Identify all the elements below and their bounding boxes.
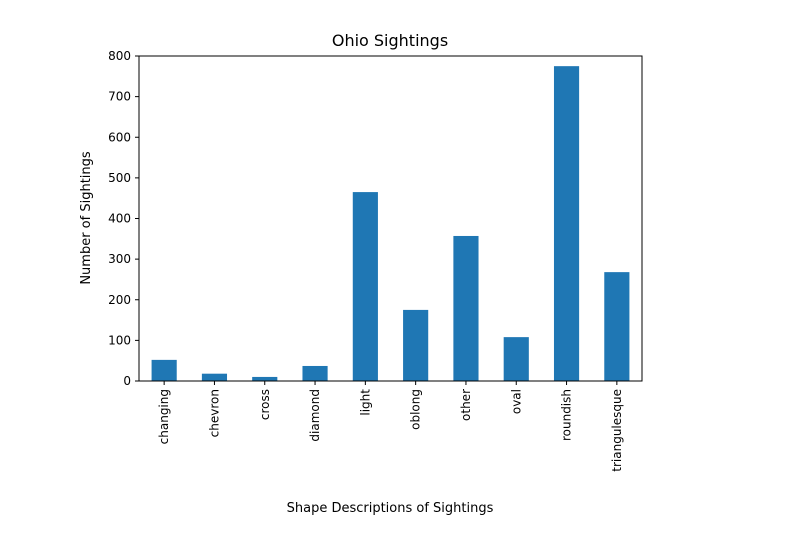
bar-light <box>352 192 378 381</box>
x-tick-label-oval: oval <box>509 389 523 414</box>
x-tick-label-diamond: diamond <box>308 389 322 442</box>
bar-triangulesque <box>604 272 630 382</box>
x-tick-label-changing: changing <box>157 389 171 444</box>
y-tick-label: 400 <box>108 212 131 226</box>
bar-changing <box>151 359 177 382</box>
x-tick-label-other: other <box>459 389 473 421</box>
y-tick-label: 300 <box>108 252 131 266</box>
x-axis-label: Shape Descriptions of Sightings <box>287 501 494 516</box>
y-tick-label: 200 <box>108 293 131 307</box>
y-tick-label: 500 <box>108 171 131 185</box>
x-tick-label-roundish: roundish <box>560 389 574 441</box>
x-axis-ticks: changing chevron cross diamond light oblong ot… <box>157 381 624 472</box>
bar-other <box>453 235 479 381</box>
y-tick-label: 800 <box>108 49 131 63</box>
y-tick-label: 100 <box>108 333 131 347</box>
x-tick-label-chevron: chevron <box>207 389 221 437</box>
bars-layer <box>151 66 630 382</box>
bar-roundish <box>553 66 580 381</box>
chart-title: Ohio Sightings <box>332 31 448 50</box>
bar-chevron <box>201 373 228 381</box>
bar-cross <box>252 376 278 381</box>
x-tick-label-light: light <box>358 389 372 416</box>
y-axis-label: Number of Sightings <box>79 151 94 285</box>
y-tick-label: 600 <box>108 130 131 144</box>
bar-diamond <box>302 365 328 381</box>
x-tick-label-oblong: oblong <box>409 389 423 430</box>
x-tick-label-triangulesque: triangulesque <box>610 389 624 472</box>
x-tick-label-cross: cross <box>258 389 272 420</box>
y-tick-label: 0 <box>123 374 131 388</box>
y-axis-ticks: 0 100 200 300 400 500 600 700 800 <box>108 49 139 388</box>
bar-oval <box>503 337 529 382</box>
bar-oblong <box>403 309 429 381</box>
y-tick-label: 700 <box>108 90 131 104</box>
